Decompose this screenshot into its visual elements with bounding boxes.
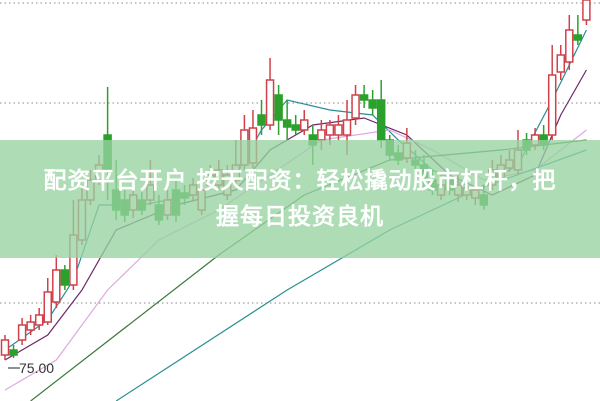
candle-body	[565, 29, 574, 63]
annotation-label: 75.00	[19, 360, 54, 376]
candle	[17, 318, 27, 345]
candle-body	[342, 119, 352, 136]
candle-body	[325, 124, 335, 136]
candle-body	[317, 129, 326, 141]
candle-body	[0, 339, 10, 356]
candle-body	[34, 314, 44, 326]
candle	[359, 85, 369, 108]
candle	[376, 80, 386, 148]
candle	[9, 345, 18, 358]
candle-body	[60, 269, 70, 286]
candle	[43, 278, 52, 325]
candle-body	[334, 124, 343, 136]
candle	[26, 315, 35, 335]
candle-body	[26, 321, 35, 331]
candle-body	[556, 54, 565, 73]
page-title: 配资平台开户 按天配资：轻松撬动股市杠杆，把 握每日投资良机	[43, 168, 557, 230]
candle	[34, 308, 44, 330]
candle-body	[300, 119, 309, 131]
candle-body	[351, 94, 360, 119]
candle	[274, 85, 283, 135]
candle-body	[368, 99, 377, 109]
candle	[52, 255, 61, 308]
candle	[334, 115, 343, 140]
candle-body	[43, 291, 52, 323]
candle	[582, 0, 591, 25]
candle-body	[9, 349, 18, 356]
candle-body	[274, 94, 283, 121]
title-banner: 配资平台开户 按天配资：轻松撬动股市杠杆，把 握每日投资良机	[0, 140, 600, 258]
candle	[368, 90, 377, 115]
candle-body	[52, 269, 61, 303]
candle	[291, 115, 300, 135]
candle-body	[573, 34, 583, 41]
candle-body	[257, 114, 266, 126]
candle	[565, 15, 574, 70]
candle	[547, 45, 557, 140]
candle-body	[376, 99, 386, 141]
price-annotation: 75.00	[8, 360, 54, 376]
candle-body	[265, 79, 275, 126]
candle	[351, 85, 360, 125]
candle	[573, 15, 583, 45]
candle	[257, 100, 266, 135]
candle	[0, 335, 10, 360]
candle-body	[282, 119, 292, 128]
candle-body	[359, 94, 369, 101]
candle	[556, 45, 565, 80]
candle	[282, 100, 292, 140]
candle	[60, 265, 70, 290]
candle	[300, 110, 309, 135]
candle	[265, 58, 275, 130]
candle-body	[17, 324, 27, 341]
candle-body	[291, 124, 300, 131]
gridlines	[0, 2, 600, 304]
candle-body	[582, 0, 591, 21]
candle-body	[547, 74, 557, 136]
